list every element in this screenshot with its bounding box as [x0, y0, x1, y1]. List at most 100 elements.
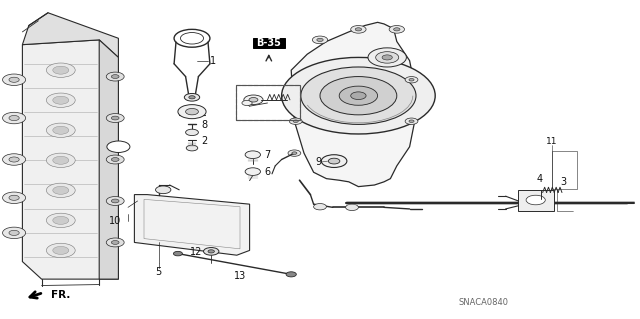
- Text: 4: 4: [536, 174, 543, 184]
- Circle shape: [3, 154, 26, 165]
- Circle shape: [339, 86, 378, 105]
- Ellipse shape: [52, 186, 69, 194]
- Circle shape: [405, 118, 418, 124]
- Circle shape: [111, 199, 119, 203]
- Circle shape: [3, 112, 26, 124]
- Circle shape: [106, 197, 124, 205]
- Circle shape: [186, 145, 198, 151]
- Text: 6: 6: [264, 167, 271, 177]
- Circle shape: [186, 108, 198, 115]
- Circle shape: [288, 150, 301, 156]
- Polygon shape: [22, 40, 118, 279]
- Text: 5: 5: [156, 267, 162, 277]
- Circle shape: [351, 92, 366, 100]
- Text: FR.: FR.: [51, 290, 70, 300]
- Ellipse shape: [46, 183, 76, 197]
- Text: 8: 8: [202, 120, 208, 130]
- Circle shape: [106, 72, 124, 81]
- Circle shape: [351, 26, 366, 33]
- Circle shape: [292, 152, 297, 154]
- Circle shape: [376, 52, 399, 63]
- Circle shape: [382, 55, 392, 60]
- Ellipse shape: [52, 126, 69, 134]
- Circle shape: [293, 120, 298, 122]
- Bar: [236, 85, 300, 120]
- Ellipse shape: [52, 66, 69, 74]
- Circle shape: [111, 158, 119, 161]
- Circle shape: [346, 204, 358, 211]
- Circle shape: [9, 157, 19, 162]
- Ellipse shape: [52, 96, 69, 104]
- Circle shape: [526, 195, 545, 205]
- Circle shape: [245, 168, 260, 175]
- Circle shape: [204, 248, 219, 255]
- Ellipse shape: [46, 153, 76, 167]
- Circle shape: [314, 204, 326, 210]
- Text: 11: 11: [546, 137, 557, 146]
- Circle shape: [282, 57, 435, 134]
- Circle shape: [178, 105, 206, 119]
- Ellipse shape: [52, 156, 69, 164]
- Text: 1: 1: [210, 56, 216, 66]
- Text: 2: 2: [202, 136, 208, 146]
- Text: 9: 9: [315, 157, 321, 167]
- Bar: [552, 151, 577, 189]
- Circle shape: [208, 250, 214, 253]
- Ellipse shape: [46, 93, 76, 108]
- Circle shape: [244, 95, 263, 105]
- Polygon shape: [291, 22, 415, 187]
- Circle shape: [106, 114, 124, 122]
- Text: SNACA0840: SNACA0840: [458, 298, 508, 307]
- Text: 12: 12: [190, 247, 202, 257]
- Text: 10: 10: [109, 216, 122, 226]
- Circle shape: [9, 195, 19, 200]
- Circle shape: [405, 77, 418, 83]
- Polygon shape: [99, 40, 118, 279]
- Circle shape: [328, 158, 340, 164]
- Circle shape: [173, 251, 182, 256]
- Circle shape: [389, 26, 404, 33]
- Bar: [236, 85, 300, 120]
- Circle shape: [9, 115, 19, 121]
- Circle shape: [107, 141, 130, 152]
- Circle shape: [301, 67, 416, 124]
- Ellipse shape: [46, 213, 76, 227]
- Ellipse shape: [46, 63, 76, 77]
- Circle shape: [355, 28, 362, 31]
- Ellipse shape: [52, 247, 69, 255]
- Circle shape: [286, 272, 296, 277]
- Polygon shape: [134, 195, 250, 255]
- Polygon shape: [22, 13, 118, 57]
- Circle shape: [106, 238, 124, 247]
- Circle shape: [156, 186, 171, 194]
- Circle shape: [317, 38, 323, 41]
- Text: 13: 13: [234, 271, 246, 281]
- Circle shape: [249, 98, 258, 102]
- Circle shape: [3, 227, 26, 239]
- Circle shape: [3, 74, 26, 85]
- Circle shape: [3, 192, 26, 204]
- Ellipse shape: [46, 243, 76, 258]
- Circle shape: [409, 78, 414, 81]
- Circle shape: [320, 77, 397, 115]
- Text: 3: 3: [560, 177, 566, 187]
- Circle shape: [368, 48, 406, 67]
- Circle shape: [321, 155, 347, 167]
- Bar: [253, 38, 285, 48]
- Text: 7: 7: [264, 150, 271, 160]
- Circle shape: [111, 116, 119, 120]
- Circle shape: [409, 120, 414, 122]
- Ellipse shape: [46, 123, 76, 137]
- Circle shape: [184, 93, 200, 101]
- Circle shape: [189, 96, 195, 99]
- Circle shape: [106, 155, 124, 164]
- Circle shape: [111, 241, 119, 244]
- Circle shape: [186, 129, 198, 136]
- Circle shape: [245, 151, 260, 159]
- Circle shape: [242, 100, 252, 106]
- Circle shape: [111, 75, 119, 78]
- Circle shape: [289, 118, 302, 124]
- Circle shape: [394, 28, 400, 31]
- Text: B-35: B-35: [257, 38, 281, 48]
- Ellipse shape: [52, 216, 69, 224]
